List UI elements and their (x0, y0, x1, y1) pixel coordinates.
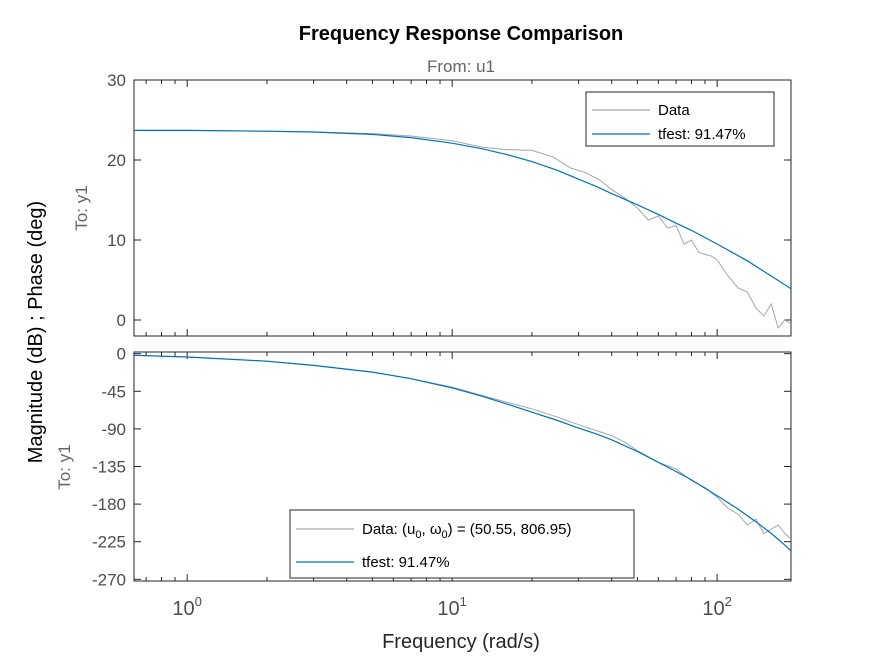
x-tick-label: 102 (702, 594, 731, 620)
legend-magnitude: Data tfest: 91.47% (585, 91, 775, 147)
y-tick-label: 10 (107, 231, 126, 250)
x-axis-label: Frequency (rad/s) (382, 631, 540, 653)
x-tick-label: 100 (172, 594, 201, 620)
panels: 0 10 20 30 To: y1 Data tfest: 91.47% 0 -45 -90 -13… (55, 71, 792, 620)
y-tick-label: -225 (92, 533, 126, 552)
y-tick-label: -90 (101, 420, 126, 439)
legend-box (289, 509, 635, 579)
series-line-model-magnitude (134, 129, 791, 290)
y-axis-label: Magnitude (dB) ; Phase (deg) (25, 201, 47, 463)
y-tick-label: -135 (92, 458, 126, 477)
y-tick-label: -45 (101, 382, 126, 401)
legend-box (585, 91, 775, 147)
legend-label-data: Data: (u0, ω0) = (50.55, 806.95) (362, 521, 572, 541)
panel-phase: 0 -45 -90 -135 -180 -225 -270 100 101 102 To: y1 Da… (55, 345, 792, 620)
y-tick-label: -180 (92, 495, 126, 514)
x-tick-label: 101 (437, 594, 466, 620)
legend-label-model: tfest: 91.47% (362, 554, 450, 571)
legend-phase: Data: (u0, ω0) = (50.55, 806.95) tfest: 9… (289, 509, 635, 579)
y-tick-label: 0 (117, 345, 126, 364)
series-line-model-phase (134, 354, 791, 552)
panel-ylabel-magnitude: To: y1 (72, 185, 91, 230)
y-tick-label: 30 (107, 71, 126, 90)
y-tick-label: 20 (107, 151, 126, 170)
series-line-data-magnitude (134, 129, 791, 330)
chart-title: Frequency Response Comparison (299, 23, 624, 45)
series-group-magnitude (134, 129, 791, 330)
chart-subtitle: From: u1 (427, 57, 495, 76)
y-tick-label: 0 (117, 311, 126, 330)
y-tick-label: -270 (92, 570, 126, 589)
panel-magnitude: 0 10 20 30 To: y1 Data tfest: 91.47% (72, 71, 792, 337)
legend-label-model: tfest: 91.47% (658, 126, 746, 143)
panel-ylabel-phase: To: y1 (55, 444, 74, 489)
legend-label-data: Data (658, 102, 690, 119)
series-group-phase (134, 354, 791, 552)
